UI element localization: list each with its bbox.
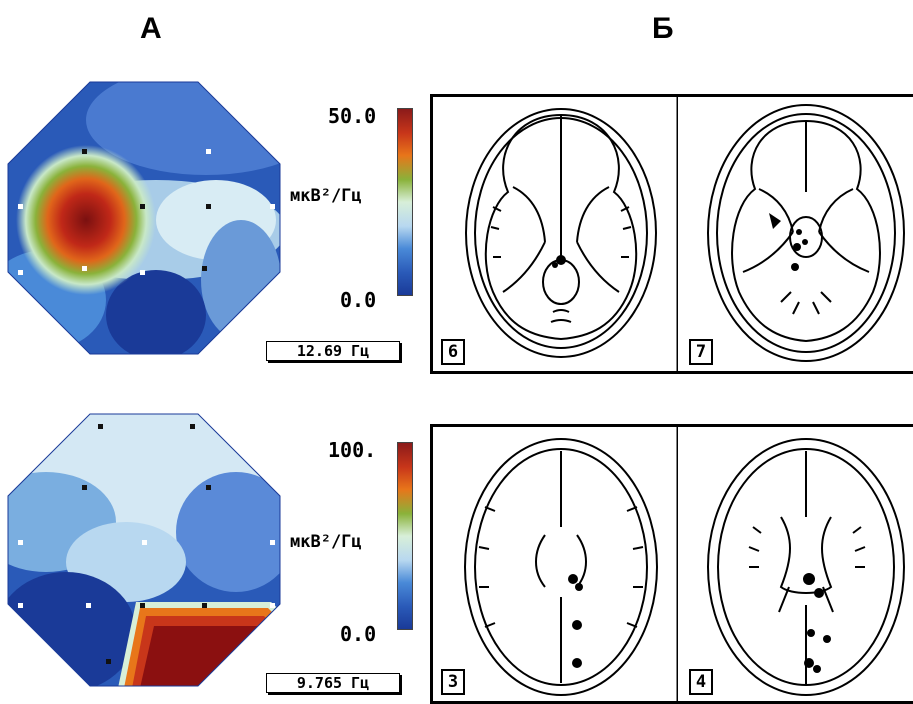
eeg-topomap-2: [7, 413, 281, 687]
brain-slice-3: [464, 427, 678, 701]
scale-min-2: 0.0: [340, 622, 377, 646]
unit-label-2: мкВ²/Гц: [290, 532, 362, 552]
slice-number-6: 6: [441, 339, 465, 365]
scale-min-1: 0.0: [340, 288, 377, 312]
scale-max-1: 50.0: [328, 104, 377, 128]
slice-number-4: 4: [689, 669, 713, 695]
frequency-label-2: 9.765 Гц: [266, 673, 400, 693]
brain-slice-4: [707, 438, 905, 696]
frequency-label-1: 12.69 Гц: [266, 341, 400, 361]
slice-number-3: 3: [441, 669, 465, 695]
unit-label-1: мкВ²/Гц: [290, 186, 362, 206]
color-scale-bar-2: [397, 442, 413, 630]
electrode-markers: [82, 149, 211, 271]
panel-header-a: А: [140, 12, 162, 45]
slice-number-7: 7: [689, 339, 713, 365]
mri-panel-top: 6 7: [430, 94, 913, 374]
brain-slice-6: [465, 97, 678, 371]
scale-max-2: 100.: [328, 438, 377, 462]
panel-header-b: Б: [652, 12, 674, 45]
mri-panel-bottom: 3 4: [430, 424, 913, 704]
eeg-topomap-1: [7, 81, 281, 355]
color-scale-bar-1: [397, 108, 413, 296]
brain-slice-7: [707, 104, 905, 362]
